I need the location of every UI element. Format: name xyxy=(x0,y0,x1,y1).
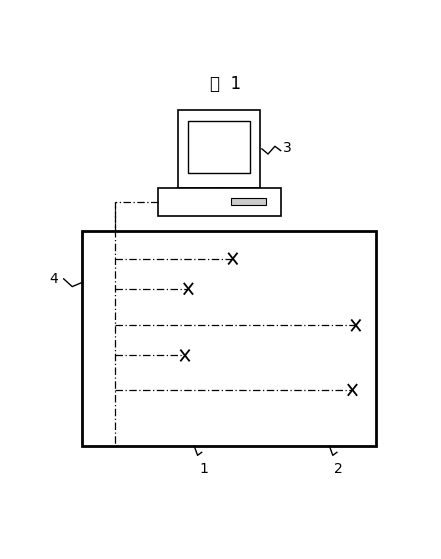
Text: 4: 4 xyxy=(50,272,59,286)
Bar xyxy=(188,121,250,173)
Text: 2: 2 xyxy=(334,462,343,476)
Bar xyxy=(214,188,224,201)
Text: 1: 1 xyxy=(199,462,208,476)
Bar xyxy=(232,198,265,205)
Bar xyxy=(158,188,281,216)
Text: 3: 3 xyxy=(284,141,292,155)
Text: 図  1: 図 1 xyxy=(210,75,242,93)
Bar xyxy=(82,231,377,446)
Bar xyxy=(178,110,260,188)
